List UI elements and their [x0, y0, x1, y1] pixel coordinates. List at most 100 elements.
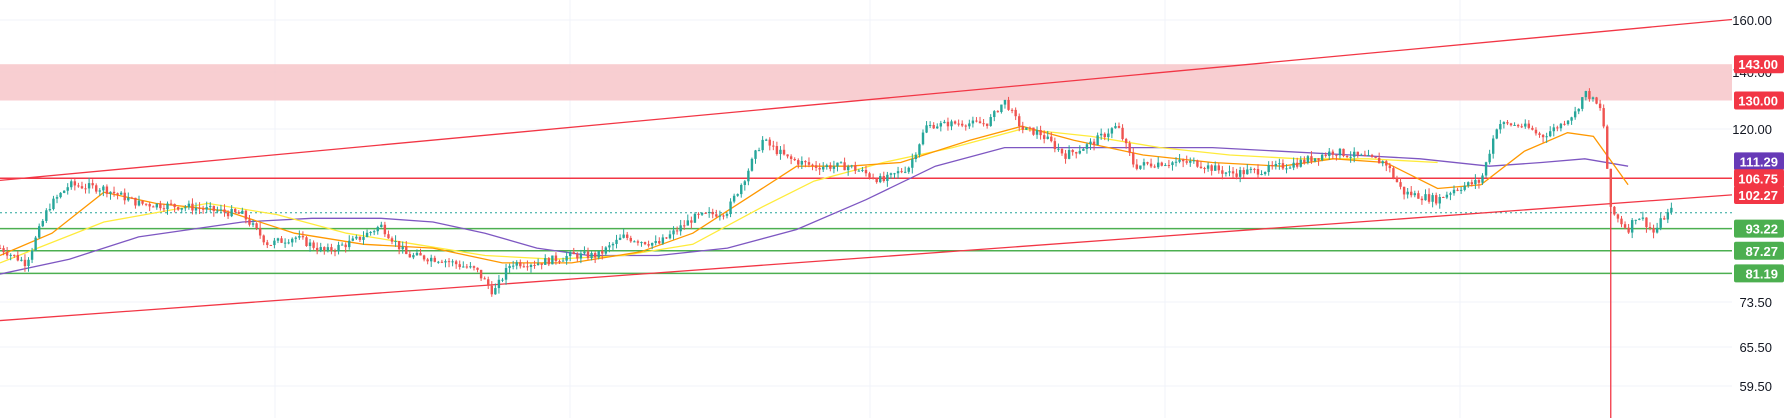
candle — [430, 254, 433, 267]
price-labels: 143.00 130.00 111.29 106.75 102.27 93.22 87.27… — [1734, 55, 1784, 283]
candle-body — [365, 232, 369, 238]
candle — [344, 242, 347, 253]
candle-body — [740, 184, 743, 195]
candle-body — [1103, 133, 1106, 138]
candle — [38, 223, 41, 239]
candle-body — [9, 254, 12, 256]
candle-body — [1210, 165, 1213, 171]
candle-body — [59, 192, 62, 198]
candle — [1402, 186, 1406, 200]
candle — [936, 123, 939, 129]
candle — [383, 221, 387, 237]
candle-body — [797, 160, 800, 165]
candle — [690, 216, 693, 229]
candle — [597, 250, 600, 260]
candle — [34, 235, 37, 252]
candle — [426, 257, 429, 265]
candle-body — [1221, 170, 1224, 174]
candle — [964, 124, 967, 131]
price-label-badge — [1734, 264, 1784, 283]
candle-body — [536, 263, 540, 266]
candle — [1292, 157, 1295, 171]
candle-body — [1192, 160, 1196, 162]
candle-body — [494, 288, 497, 295]
candle — [483, 276, 486, 280]
candle-body — [362, 237, 365, 240]
candle — [1573, 106, 1577, 120]
candle — [1445, 191, 1449, 200]
candle — [1274, 160, 1278, 170]
candle — [768, 137, 771, 151]
candle-body — [380, 224, 383, 228]
candle-body — [180, 208, 183, 210]
candle-body — [212, 205, 216, 211]
candle — [465, 264, 469, 269]
candle — [601, 246, 604, 260]
candle-body — [1328, 151, 1331, 156]
candle — [1549, 126, 1552, 138]
candle — [472, 265, 476, 271]
trendline — [0, 194, 1733, 322]
candle — [1288, 165, 1292, 169]
candle-body — [775, 146, 779, 155]
candle — [116, 192, 119, 200]
candle — [511, 260, 515, 270]
candle-body — [1559, 123, 1563, 129]
candle-body — [789, 156, 793, 159]
candle-body — [169, 203, 173, 205]
candle-body — [223, 209, 226, 213]
candle — [836, 162, 839, 172]
candle — [1132, 147, 1135, 168]
candle — [782, 144, 786, 156]
candle — [447, 258, 451, 268]
candle-body — [807, 162, 811, 165]
candle — [1057, 143, 1060, 152]
candle-body — [70, 181, 73, 188]
candle — [764, 138, 768, 142]
candle — [187, 200, 191, 210]
candle-body — [1506, 122, 1509, 124]
candle-body — [1189, 160, 1192, 163]
candle-body — [561, 260, 565, 262]
price-label-text: 143.00 — [1738, 57, 1778, 72]
candle-body — [20, 259, 23, 261]
candle — [704, 212, 707, 214]
candle-body — [658, 241, 661, 244]
candle — [519, 259, 522, 269]
candle — [683, 220, 686, 230]
candle-body — [1581, 97, 1584, 109]
candle — [1609, 168, 1612, 212]
candle-body — [141, 200, 144, 204]
candle — [1060, 148, 1064, 156]
candle — [647, 240, 650, 248]
candle — [1295, 157, 1299, 169]
candle — [476, 267, 479, 273]
candle-body — [440, 261, 444, 263]
candle — [939, 120, 943, 132]
candle-body — [1253, 168, 1256, 170]
candle — [137, 195, 141, 207]
candle — [797, 158, 800, 169]
candle — [323, 246, 326, 255]
candle — [1164, 163, 1167, 167]
candle — [337, 241, 340, 255]
candle — [226, 210, 230, 219]
candle — [194, 202, 198, 215]
candle — [1025, 127, 1028, 130]
candle-body — [946, 121, 950, 127]
candle — [283, 238, 287, 248]
candle — [757, 147, 761, 152]
candle-body — [1128, 143, 1131, 153]
candle — [925, 121, 928, 134]
candle-body — [433, 257, 436, 262]
candle-body — [1655, 227, 1659, 233]
candle-body — [262, 235, 265, 243]
candle — [376, 225, 379, 235]
candle — [216, 206, 219, 214]
candle — [615, 234, 618, 249]
candle — [248, 214, 251, 227]
candle-body — [1463, 185, 1466, 190]
candle-body — [1231, 171, 1235, 174]
